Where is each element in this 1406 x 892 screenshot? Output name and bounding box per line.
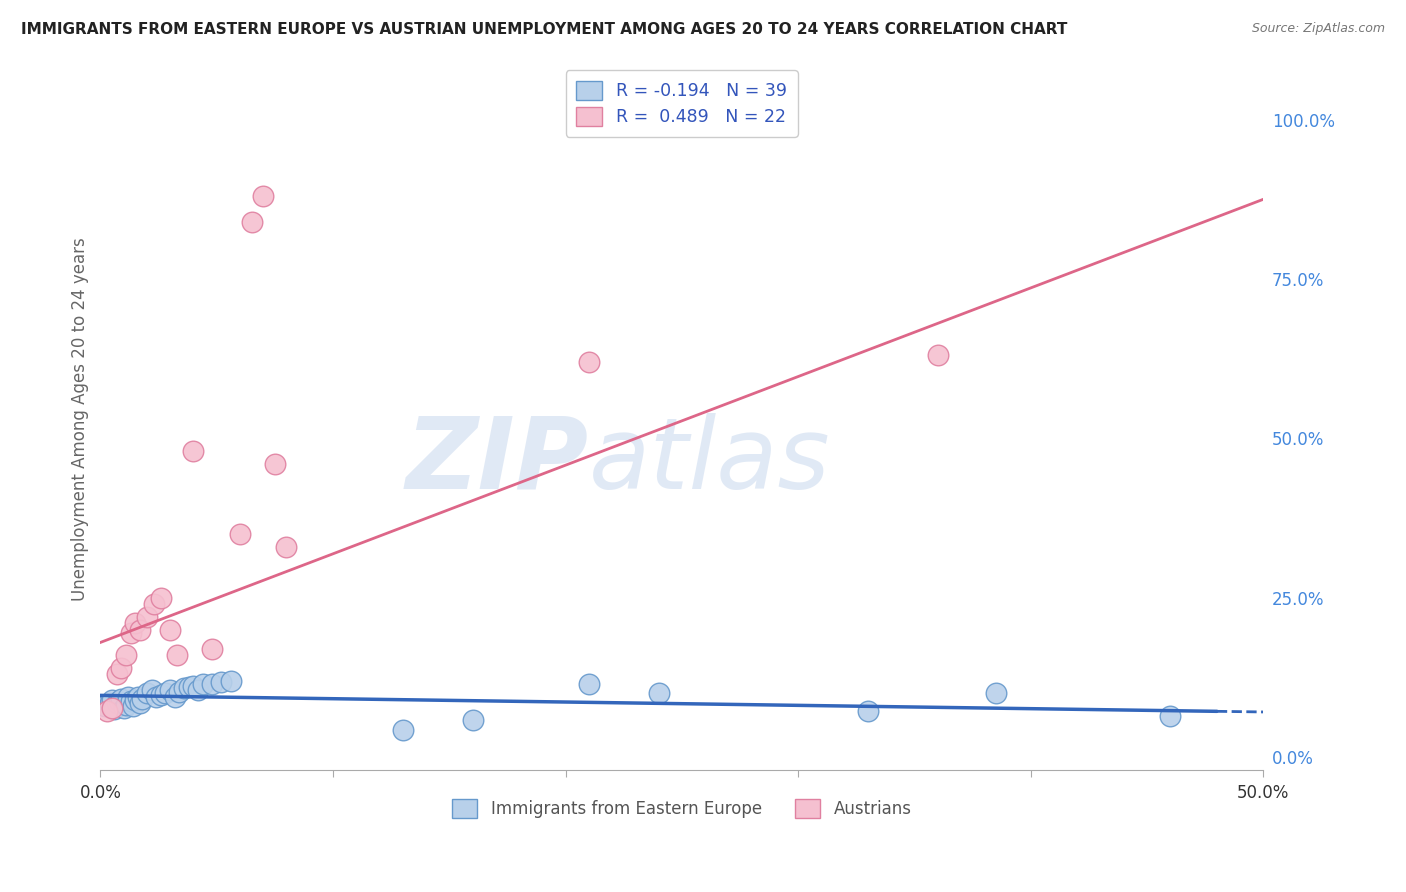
Point: [149, 688, 172, 702]
Point: [108, 694, 131, 708]
Point: [149, 591, 172, 605]
Point: [105, 696, 128, 710]
Point: [124, 693, 146, 707]
Point: [128, 696, 150, 710]
Point: [578, 677, 600, 691]
Point: [159, 623, 181, 637]
Point: [201, 641, 224, 656]
Point: [96, 704, 118, 718]
Text: ZIP: ZIP: [406, 413, 589, 510]
Point: [240, 214, 263, 228]
Point: [120, 626, 142, 640]
Point: [127, 690, 149, 704]
Point: [98, 696, 121, 710]
Point: [94, 699, 117, 714]
Point: [229, 527, 252, 541]
Point: [263, 457, 285, 471]
Point: [112, 700, 135, 714]
Text: atlas: atlas: [589, 413, 831, 510]
Point: [647, 686, 669, 700]
Point: [142, 597, 165, 611]
Point: [155, 686, 177, 700]
Point: [159, 683, 181, 698]
Y-axis label: Unemployment Among Ages 20 to 24 years: Unemployment Among Ages 20 to 24 years: [72, 237, 89, 601]
Point: [166, 648, 188, 663]
Point: [135, 610, 157, 624]
Point: [163, 690, 186, 704]
Point: [276, 540, 298, 554]
Legend: Immigrants from Eastern Europe, Austrians: Immigrants from Eastern Europe, Austrian…: [446, 793, 918, 825]
Point: [183, 679, 205, 693]
Point: [219, 673, 242, 688]
Point: [1159, 708, 1181, 723]
Point: [135, 686, 157, 700]
Point: [128, 623, 150, 637]
Point: [120, 694, 142, 708]
Point: [209, 675, 232, 690]
Point: [201, 677, 224, 691]
Point: [105, 667, 128, 681]
Point: [103, 702, 125, 716]
Point: [101, 693, 124, 707]
Text: Source: ZipAtlas.com: Source: ZipAtlas.com: [1251, 22, 1385, 36]
Point: [984, 686, 1007, 700]
Point: [169, 685, 191, 699]
Point: [115, 648, 138, 663]
Point: [927, 349, 949, 363]
Point: [117, 690, 139, 704]
Point: [124, 616, 146, 631]
Point: [461, 713, 484, 727]
Point: [110, 691, 132, 706]
Point: [141, 683, 163, 698]
Point: [183, 444, 205, 458]
Point: [173, 681, 195, 696]
Point: [177, 680, 200, 694]
Point: [131, 691, 153, 706]
Point: [191, 677, 214, 691]
Point: [187, 683, 209, 698]
Point: [115, 698, 138, 712]
Point: [252, 189, 274, 203]
Point: [122, 699, 145, 714]
Point: [110, 661, 132, 675]
Point: [391, 723, 413, 737]
Point: [145, 690, 167, 704]
Point: [101, 700, 124, 714]
Text: IMMIGRANTS FROM EASTERN EUROPE VS AUSTRIAN UNEMPLOYMENT AMONG AGES 20 TO 24 YEAR: IMMIGRANTS FROM EASTERN EUROPE VS AUSTRI…: [21, 22, 1067, 37]
Point: [578, 355, 600, 369]
Point: [856, 704, 879, 718]
